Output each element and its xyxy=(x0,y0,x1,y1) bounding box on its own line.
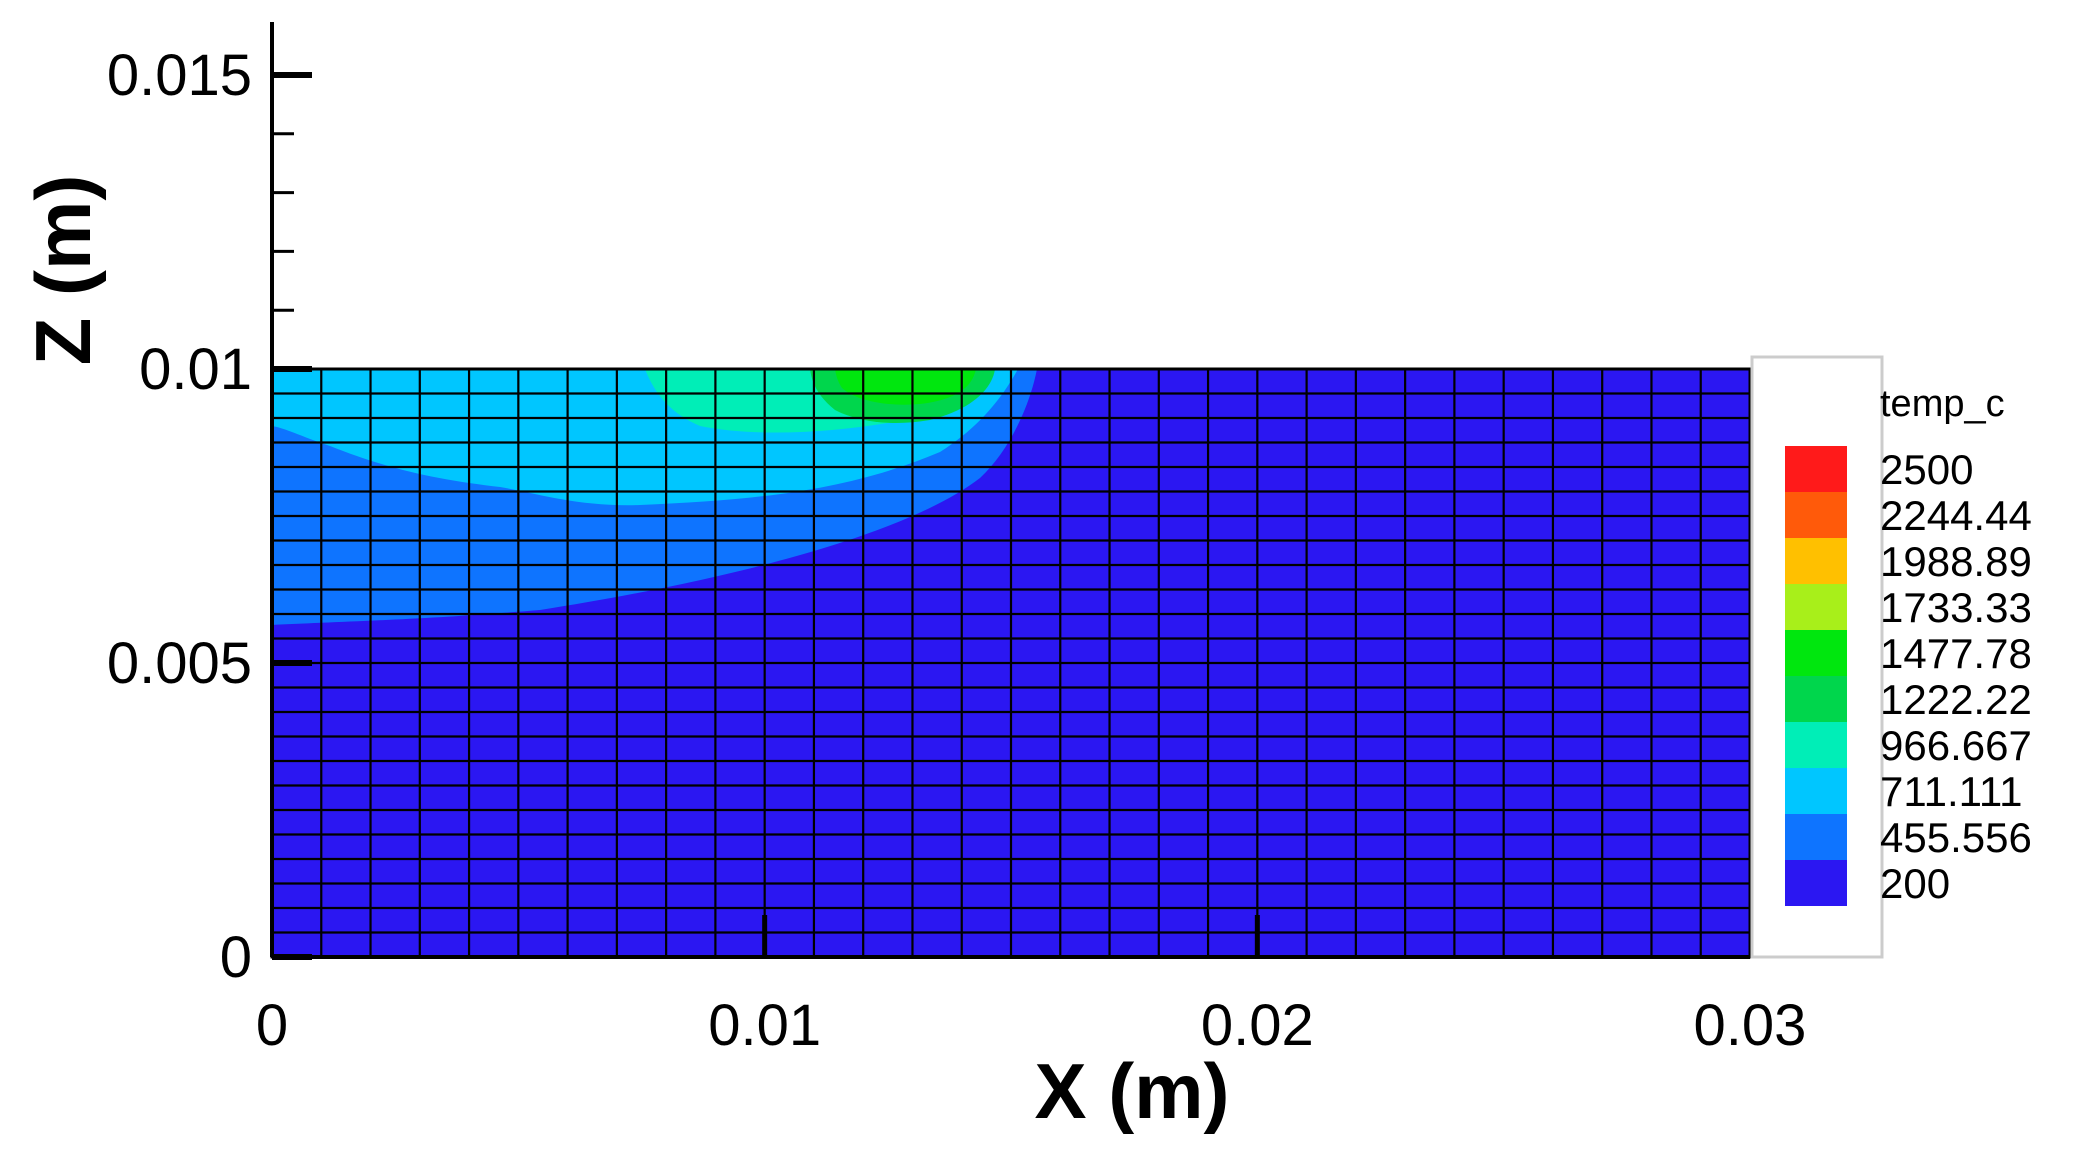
x-axis-title: X (m) xyxy=(1035,1047,1230,1135)
y-tick-label: 0.015 xyxy=(107,43,252,108)
legend: temp_c 25002244.441988.891733.331477.781… xyxy=(1750,355,2032,959)
legend-label: 966.667 xyxy=(1880,722,2032,769)
mesh-grid xyxy=(272,369,1750,957)
x-tick-label: 0.02 xyxy=(1201,993,1314,1058)
legend-swatch xyxy=(1785,492,1847,538)
legend-swatch xyxy=(1785,814,1847,860)
legend-label: 1988.89 xyxy=(1880,538,2032,585)
x-tick-label: 0 xyxy=(256,993,288,1058)
legend-swatch xyxy=(1785,538,1847,584)
legend-label: 2244.44 xyxy=(1880,492,2032,539)
legend-items: 25002244.441988.891733.331477.781222.229… xyxy=(1785,446,2032,907)
legend-swatch xyxy=(1785,768,1847,814)
x-tick-label: 0.03 xyxy=(1694,993,1807,1058)
legend-swatch xyxy=(1785,446,1847,492)
contour-domain xyxy=(272,369,1750,957)
legend-title: temp_c xyxy=(1880,383,2005,425)
contour-band-1477 xyxy=(835,369,976,405)
legend-label: 200 xyxy=(1880,860,1950,907)
y-tick-label: 0.01 xyxy=(139,337,252,402)
legend-label: 1222.22 xyxy=(1880,676,2032,723)
legend-label: 711.111 xyxy=(1880,768,2022,815)
x-tick-label: 0.01 xyxy=(708,993,821,1058)
legend-label: 1477.78 xyxy=(1880,630,2032,677)
legend-swatch xyxy=(1785,676,1847,722)
legend-swatch xyxy=(1785,630,1847,676)
legend-swatch xyxy=(1785,584,1847,630)
y-axis-ticks: 0 0.005 0.01 0.015 xyxy=(107,43,312,990)
legend-label: 2500 xyxy=(1880,446,1973,493)
y-axis-title: Z (m) xyxy=(19,175,107,366)
x-axis-ticks: 0 0.01 0.02 0.03 xyxy=(256,915,1807,1058)
legend-swatch xyxy=(1785,722,1847,768)
y-tick-label: 0 xyxy=(220,925,252,990)
legend-label: 455.556 xyxy=(1880,814,2032,861)
legend-swatch xyxy=(1785,860,1847,906)
y-tick-label: 0.005 xyxy=(107,631,252,696)
legend-label: 1733.33 xyxy=(1880,584,2032,631)
